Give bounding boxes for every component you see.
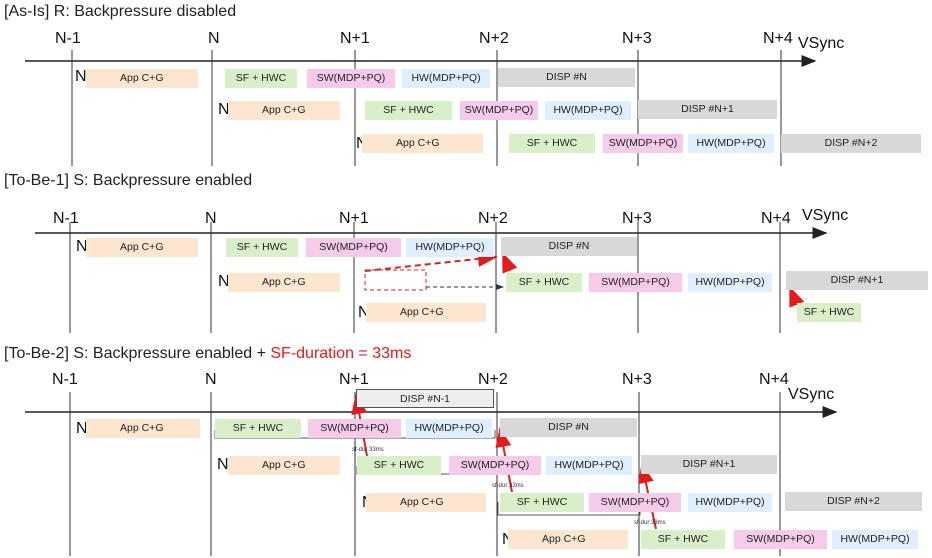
disp-block: DISP #N-1 bbox=[356, 389, 494, 408]
tick-n-minus-1: N-1 bbox=[52, 371, 78, 388]
vsync-label: VSync bbox=[802, 207, 849, 224]
tick-n-minus-1: N-1 bbox=[55, 30, 81, 47]
hw-block: HW(MDP+PQ) bbox=[406, 419, 492, 438]
tick-n-plus-1: N+1 bbox=[339, 210, 369, 227]
sw-block: SW(MDP+PQ) bbox=[306, 238, 401, 257]
sf-hwc-block: SF + HWC bbox=[215, 419, 301, 438]
sw-block: SW(MDP+PQ) bbox=[449, 456, 541, 475]
hw-block: HW(MDP+PQ) bbox=[688, 134, 774, 153]
tick-n: N bbox=[208, 30, 220, 47]
app-block: App C+G bbox=[362, 134, 483, 153]
sw-block: SW(MDP+PQ) bbox=[307, 69, 395, 88]
frame-label: N bbox=[76, 420, 88, 437]
sf-hwc-block: SF + HWC bbox=[506, 273, 582, 292]
disp-block: DISP #N+1 bbox=[641, 455, 777, 474]
section-2-title: [To-Be-1] S: Backpressure enabled bbox=[4, 172, 253, 189]
tick-n-plus-2: N+2 bbox=[478, 371, 508, 388]
sw-block: SW(MDP+PQ) bbox=[460, 101, 538, 120]
sw-block: SW(MDP+PQ) bbox=[603, 134, 683, 153]
disp-block: DISP #N+2 bbox=[781, 134, 921, 153]
tick-n-plus-4: N+4 bbox=[759, 371, 789, 388]
frame-label: N bbox=[75, 68, 87, 85]
hw-block: HW(MDP+PQ) bbox=[688, 273, 772, 292]
tick-n-plus-3: N+3 bbox=[622, 210, 652, 227]
disp-block: DISP #N+2 bbox=[785, 492, 922, 511]
app-block: App C+G bbox=[366, 303, 486, 322]
sf-hwc-block: SF + HWC bbox=[357, 456, 441, 475]
hw-block: HW(MDP+PQ) bbox=[832, 530, 918, 549]
sf-hwc-block: SF + HWC bbox=[500, 493, 584, 512]
tick-n-minus-1: N-1 bbox=[53, 210, 79, 227]
hw-block: HW(MDP+PQ) bbox=[688, 493, 772, 512]
disp-block: DISP #N bbox=[501, 237, 637, 256]
tick-n-plus-4: N+4 bbox=[761, 210, 791, 227]
hw-block: HW(MDP+PQ) bbox=[402, 69, 490, 88]
frame-label: N bbox=[76, 238, 88, 255]
sf-hwc-block: SF + HWC bbox=[226, 238, 298, 257]
tick-n-plus-1: N+1 bbox=[339, 371, 369, 388]
sf-hwc-block: SF + HWC bbox=[509, 134, 595, 153]
tick-n-plus-2: N+2 bbox=[479, 30, 509, 47]
vsync-label: VSync bbox=[788, 386, 835, 403]
disp-block: DISP #N bbox=[500, 418, 637, 437]
tick-n: N bbox=[205, 210, 217, 227]
sf-hwc-block: SF + HWC bbox=[641, 530, 725, 549]
tick-n-plus-1: N+1 bbox=[340, 30, 370, 47]
app-block: App C+G bbox=[86, 419, 200, 438]
section-1-title: [As-Is] R: Backpressure disabled bbox=[4, 3, 237, 20]
app-block: App C+G bbox=[508, 530, 628, 549]
axis-section-3 bbox=[25, 392, 838, 556]
backpressure-arrows-section-2 bbox=[364, 250, 805, 308]
hw-block: HW(MDP+PQ) bbox=[546, 456, 632, 475]
sw-block: SW(MDP+PQ) bbox=[589, 493, 681, 512]
tick-n-plus-2: N+2 bbox=[478, 210, 508, 227]
sf-hwc-block: SF + HWC bbox=[225, 69, 297, 88]
tick-n-plus-4: N+4 bbox=[763, 30, 793, 47]
disp-block: DISP #N bbox=[498, 68, 635, 87]
sw-block: SW(MDP+PQ) bbox=[308, 419, 401, 438]
disp-block: DISP #N+1 bbox=[786, 271, 928, 290]
sw-block: SW(MDP+PQ) bbox=[734, 530, 827, 549]
sf-hwc-block: SF + HWC bbox=[365, 101, 452, 120]
app-block: App C+G bbox=[366, 493, 486, 512]
sf-duration-highlight: SF-duration = 33ms bbox=[270, 345, 412, 362]
sf-duration-note: sf-dur 33ms bbox=[492, 483, 524, 489]
sw-block: SW(MDP+PQ) bbox=[589, 273, 682, 292]
disp-block: DISP #N+1 bbox=[638, 100, 777, 119]
tick-n: N bbox=[205, 371, 217, 388]
tick-n-plus-3: N+3 bbox=[622, 30, 652, 47]
app-block: App C+G bbox=[86, 69, 198, 88]
section-3-title: [To-Be-2] S: Backpressure enabled + SF-d… bbox=[4, 345, 412, 362]
app-block: App C+G bbox=[228, 273, 340, 292]
hw-block: HW(MDP+PQ) bbox=[545, 101, 631, 120]
sf-duration-note: sf-dur 33ms bbox=[634, 520, 666, 526]
sf-duration-note: sf-dur 33ms bbox=[352, 447, 384, 453]
hw-block: HW(MDP+PQ) bbox=[406, 238, 494, 257]
app-block: App C+G bbox=[228, 456, 340, 475]
app-block: App C+G bbox=[228, 101, 340, 120]
vsync-label: VSync bbox=[798, 35, 845, 52]
app-block: App C+G bbox=[86, 238, 198, 257]
sf-hwc-block: SF + HWC bbox=[797, 303, 861, 322]
tick-n-plus-3: N+3 bbox=[622, 371, 652, 388]
